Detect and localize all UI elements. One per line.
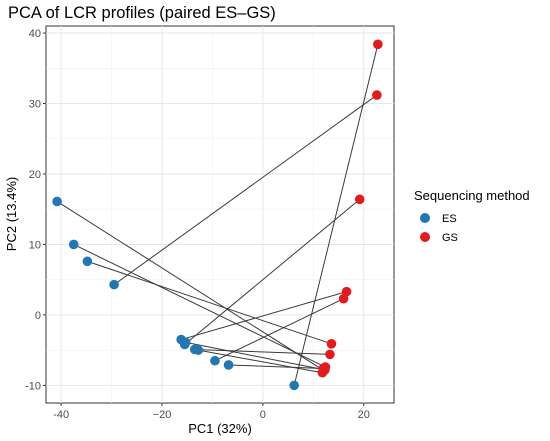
pair-line bbox=[185, 341, 326, 371]
x-tick-label: 0 bbox=[260, 409, 266, 421]
y-axis-ticks: -10 0 10 20 30 40 bbox=[25, 28, 46, 392]
x-tick-label: -40 bbox=[53, 409, 69, 421]
data-point-es bbox=[289, 380, 299, 391]
x-tick-label: 20 bbox=[358, 409, 370, 421]
y-tick-label: 10 bbox=[29, 239, 41, 251]
pair-line bbox=[293, 44, 379, 386]
legend-title: Sequencing method bbox=[414, 188, 530, 203]
pair-line bbox=[184, 198, 361, 345]
data-point-es bbox=[210, 355, 220, 366]
pair-line bbox=[228, 364, 324, 369]
data-point-gs bbox=[373, 39, 383, 50]
y-tick-label: -10 bbox=[25, 380, 41, 392]
legend: Sequencing method ES GS bbox=[414, 188, 530, 244]
legend-key-gs bbox=[420, 232, 430, 242]
data-point-gs bbox=[326, 339, 337, 349]
pair-line bbox=[73, 243, 326, 368]
data-point-es bbox=[223, 360, 234, 370]
data-points bbox=[52, 39, 383, 391]
chart-title: PCA of LCR profiles (paired ES–GS) bbox=[8, 4, 276, 22]
y-tick-label: 40 bbox=[29, 28, 41, 40]
data-point-es bbox=[52, 196, 62, 207]
pair-line bbox=[56, 201, 325, 372]
y-axis-label: PC2 (13.4%) bbox=[4, 177, 19, 251]
data-point-gs bbox=[320, 365, 330, 375]
data-point-es bbox=[82, 256, 93, 267]
data-point-es bbox=[180, 337, 191, 348]
x-tick-label: −20 bbox=[153, 409, 172, 421]
y-tick-label: 30 bbox=[29, 99, 41, 111]
pair-line bbox=[214, 298, 344, 362]
pair-line bbox=[113, 94, 378, 286]
legend-key-es bbox=[420, 213, 430, 223]
pair-line bbox=[198, 349, 323, 374]
x-axis-label: PC1 (32%) bbox=[188, 421, 252, 436]
pair-lines bbox=[56, 44, 379, 386]
y-tick-label: 20 bbox=[29, 169, 41, 181]
data-point-gs bbox=[354, 194, 365, 205]
data-point-gs bbox=[338, 293, 349, 304]
pair-line bbox=[194, 348, 330, 355]
grid-lines bbox=[46, 26, 394, 403]
legend-label-gs: GS bbox=[442, 232, 458, 244]
x-axis-ticks: -40 −20 0 20 bbox=[53, 403, 370, 421]
y-tick-label: 0 bbox=[35, 310, 41, 322]
pair-line bbox=[181, 291, 347, 341]
data-point-es bbox=[193, 345, 204, 355]
data-point-es bbox=[68, 239, 79, 250]
legend-label-es: ES bbox=[442, 213, 457, 225]
data-point-gs bbox=[372, 90, 382, 100]
data-point-gs bbox=[325, 349, 335, 360]
data-point-es bbox=[109, 279, 119, 290]
